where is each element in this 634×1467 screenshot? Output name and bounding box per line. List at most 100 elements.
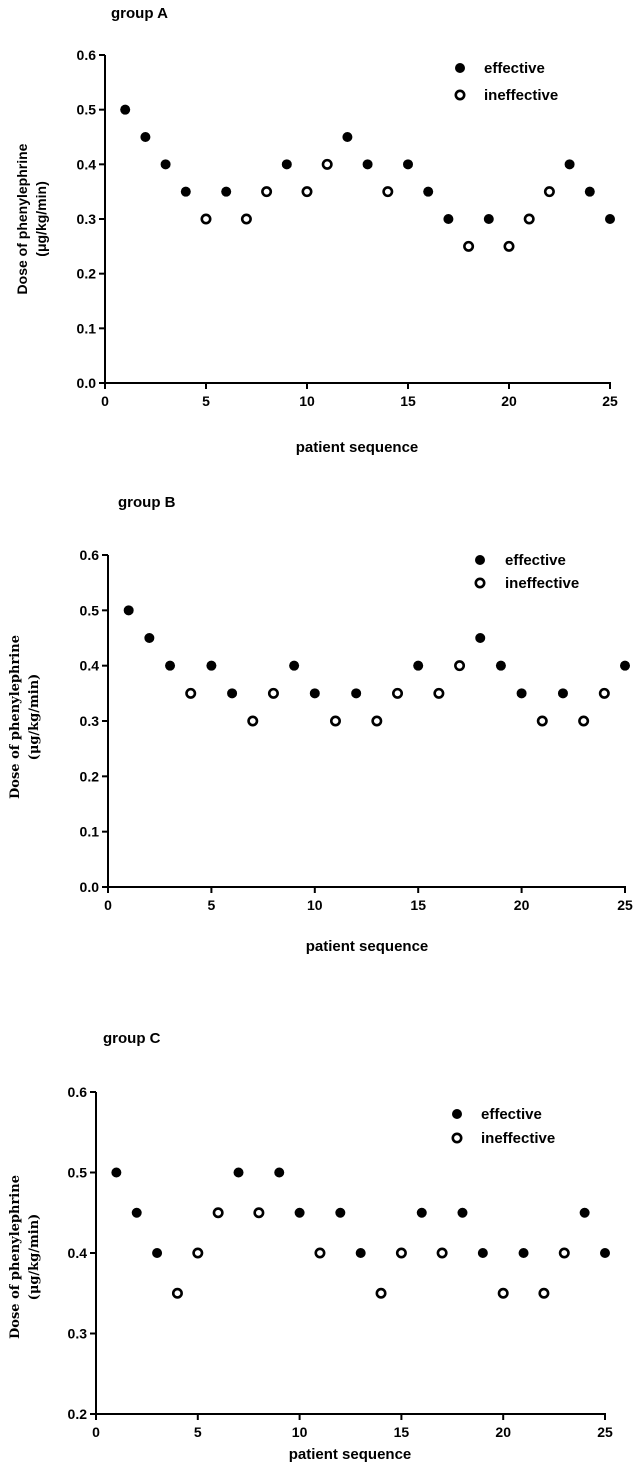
x-tick-label: 0 bbox=[104, 897, 112, 913]
y-tick-label: 0.4 bbox=[80, 658, 100, 674]
data-point-effective bbox=[516, 688, 527, 699]
data-point-effective bbox=[477, 1248, 488, 1258]
x-tick-label: 5 bbox=[194, 1424, 202, 1440]
x-tick-label: 5 bbox=[202, 393, 210, 409]
data-point-effective bbox=[457, 1207, 468, 1218]
data-point-ineffective bbox=[463, 240, 475, 252]
data-point-effective bbox=[309, 688, 320, 699]
data-point-ineffective bbox=[185, 687, 197, 699]
data-point-effective bbox=[227, 688, 238, 699]
legend-marker-effective bbox=[475, 555, 485, 565]
data-point-effective bbox=[342, 132, 353, 142]
x-tick-label: 0 bbox=[101, 393, 109, 409]
data-point-ineffective bbox=[375, 1287, 387, 1299]
y-tick-label: 0.6 bbox=[77, 47, 97, 63]
legend-label-ineffective: ineffective bbox=[484, 87, 558, 104]
x-tick-label: 20 bbox=[514, 897, 530, 913]
chart-2: group B 0.0 0.1 0.2 0.3 0.4 0.5 0.6 0 5 10 15 20 25 pa… bbox=[8, 494, 633, 955]
legend-marker-ineffective bbox=[451, 1132, 463, 1144]
data-point-ineffective bbox=[247, 715, 259, 727]
y-axis-label-line2: (μg/kg/min) bbox=[27, 674, 42, 761]
y-axis-label-line1: Dose of phenylephrine bbox=[14, 143, 30, 294]
x-tick-label: 10 bbox=[299, 393, 315, 409]
chart-title: group C bbox=[103, 1030, 161, 1047]
legend-label-ineffective: ineffective bbox=[481, 1130, 555, 1147]
y-tick-label: 0.3 bbox=[68, 1326, 88, 1342]
data-point-effective bbox=[165, 660, 176, 671]
y-tick-label: 0.2 bbox=[68, 1406, 88, 1422]
x-axis-label: patient sequence bbox=[306, 938, 429, 955]
x-tick-label: 20 bbox=[501, 393, 517, 409]
data-point-effective bbox=[620, 660, 630, 671]
y-tick-label: 0.5 bbox=[80, 602, 100, 618]
chart-1: group A 0.0 0.1 0.2 0.3 0.4 0.5 0.6 0 5 10 15 20 25 pa… bbox=[14, 5, 618, 456]
data-point-ineffective bbox=[578, 715, 590, 727]
chart-3: group C 0.2 0.3 0.4 0.5 0.6 0 5 10 15 20 25 patient … bbox=[8, 1030, 613, 1463]
legend-label-ineffective: ineffective bbox=[505, 575, 579, 592]
data-point-ineffective bbox=[371, 715, 383, 727]
y-tick-label: 0.6 bbox=[80, 547, 100, 563]
x-tick-label: 0 bbox=[92, 1424, 100, 1440]
data-point-effective bbox=[289, 660, 300, 671]
data-point-effective bbox=[180, 186, 191, 197]
legend: effective ineffective bbox=[454, 60, 558, 104]
x-tick-label: 20 bbox=[495, 1424, 511, 1440]
data-point-ineffective bbox=[395, 1247, 407, 1259]
data-point-effective bbox=[111, 1167, 122, 1178]
legend: effective ineffective bbox=[451, 1106, 555, 1147]
data-point-effective bbox=[152, 1248, 163, 1258]
data-point-effective bbox=[600, 1248, 610, 1258]
legend-label-effective: effective bbox=[481, 1106, 542, 1123]
x-tick-label: 10 bbox=[292, 1424, 308, 1440]
x-tick-label: 25 bbox=[617, 897, 633, 913]
data-point-effective bbox=[579, 1207, 590, 1218]
series-ineffective bbox=[200, 158, 555, 252]
data-point-effective bbox=[281, 159, 292, 170]
data-point-ineffective bbox=[267, 687, 279, 699]
data-point-effective bbox=[221, 186, 232, 197]
data-point-ineffective bbox=[433, 687, 445, 699]
data-point-effective bbox=[351, 688, 362, 699]
data-point-effective bbox=[584, 186, 595, 197]
series-effective bbox=[120, 104, 615, 224]
data-point-ineffective bbox=[212, 1207, 224, 1219]
data-point-effective bbox=[206, 660, 217, 671]
data-point-ineffective bbox=[314, 1247, 326, 1259]
x-tick-label: 15 bbox=[410, 897, 426, 913]
y-tick-label: 0.0 bbox=[77, 375, 97, 391]
data-point-ineffective bbox=[503, 240, 515, 252]
data-point-effective bbox=[557, 688, 568, 699]
series-ineffective bbox=[171, 1207, 570, 1299]
data-point-effective bbox=[495, 660, 506, 671]
data-point-ineffective bbox=[497, 1287, 509, 1299]
x-tick-label: 25 bbox=[602, 393, 618, 409]
x-tick-label: 5 bbox=[208, 897, 216, 913]
data-point-ineffective bbox=[538, 1287, 550, 1299]
x-tick-label: 15 bbox=[394, 1424, 410, 1440]
y-tick-label: 0.1 bbox=[80, 824, 100, 840]
y-tick-label: 0.3 bbox=[80, 713, 100, 729]
y-tick-label: 0.0 bbox=[80, 879, 100, 895]
data-point-effective bbox=[413, 660, 424, 671]
legend: effective ineffective bbox=[474, 552, 579, 592]
data-point-ineffective bbox=[536, 715, 548, 727]
legend-marker-ineffective bbox=[454, 89, 466, 101]
data-point-ineffective bbox=[543, 186, 555, 198]
series-effective bbox=[111, 1167, 610, 1258]
data-point-effective bbox=[355, 1248, 366, 1258]
chart-title: group A bbox=[111, 5, 168, 22]
data-point-ineffective bbox=[598, 687, 610, 699]
data-point-ineffective bbox=[171, 1287, 183, 1299]
y-tick-label: 0.3 bbox=[77, 211, 97, 227]
x-tick-label: 10 bbox=[307, 897, 323, 913]
legend-marker-effective bbox=[455, 63, 465, 73]
y-tick-label: 0.6 bbox=[68, 1084, 88, 1100]
data-point-effective bbox=[131, 1207, 142, 1218]
data-point-effective bbox=[423, 186, 434, 197]
data-point-ineffective bbox=[454, 660, 466, 672]
y-tick-label: 0.1 bbox=[77, 320, 97, 336]
data-point-ineffective bbox=[321, 158, 333, 170]
data-point-effective bbox=[443, 214, 454, 224]
y-axis-label-line2: (μg/kg/min) bbox=[27, 1214, 42, 1301]
